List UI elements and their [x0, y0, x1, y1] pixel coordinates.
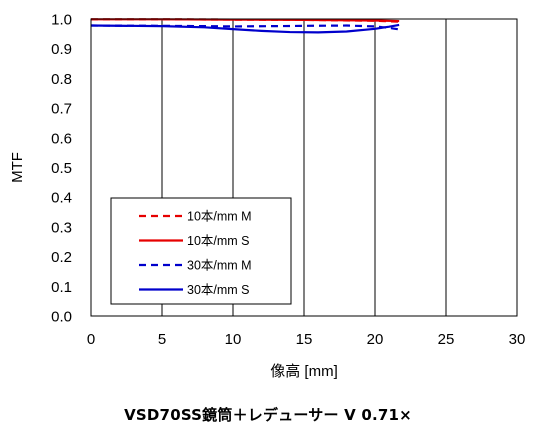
y-tick-label: 0.7	[51, 101, 72, 118]
legend-label: 10本/mm M	[187, 210, 252, 224]
y-tick-label: 0.5	[51, 160, 72, 177]
series-lines	[90, 18, 400, 34]
y-tick-label: 0.9	[51, 41, 72, 58]
series-line-4	[90, 23, 400, 34]
x-tick-label: 15	[296, 331, 313, 348]
x-tick-label: 25	[438, 331, 455, 348]
y-tick-label: 0.8	[51, 71, 72, 88]
legend-label: 30本/mm S	[187, 283, 250, 297]
legend-label: 30本/mm M	[187, 259, 252, 273]
y-tick-label: 1.0	[51, 12, 72, 29]
x-tick-label: 30	[509, 331, 526, 348]
x-axis-ticks: 0 5 10 15 20 25 30	[87, 331, 526, 348]
y-tick-label: 0.6	[51, 130, 72, 147]
y-tick-label: 0.3	[51, 219, 72, 236]
x-tick-label: 0	[87, 331, 95, 348]
legend: 10本/mm M 10本/mm S 30本/mm M 30本/mm S	[110, 197, 292, 305]
y-axis-ticks: 0.0 0.1 0.2 0.3 0.4 0.5 0.6 0.7 0.8 0.9 1.0	[51, 12, 72, 326]
x-tick-label: 20	[367, 331, 384, 348]
x-tick-label: 5	[158, 331, 166, 348]
x-axis-label: 像高 [mm]	[270, 363, 338, 380]
y-axis-label: MTF	[9, 152, 26, 183]
legend-label: 10本/mm S	[187, 234, 250, 248]
y-tick-label: 0.1	[51, 279, 72, 296]
y-tick-label: 0.0	[51, 309, 72, 326]
y-tick-label: 0.4	[51, 190, 72, 207]
x-tick-label: 10	[225, 331, 242, 348]
y-tick-label: 0.2	[51, 249, 72, 266]
series-line-2	[91, 18, 400, 23]
legend-box	[110, 197, 292, 305]
chart-title: VSD70SS鏡筒＋レデューサー V 0.71×	[124, 406, 412, 424]
legend-items: 10本/mm M 10本/mm S 30本/mm M 30本/mm S	[139, 210, 252, 297]
plot-area-frame	[90, 18, 518, 317]
